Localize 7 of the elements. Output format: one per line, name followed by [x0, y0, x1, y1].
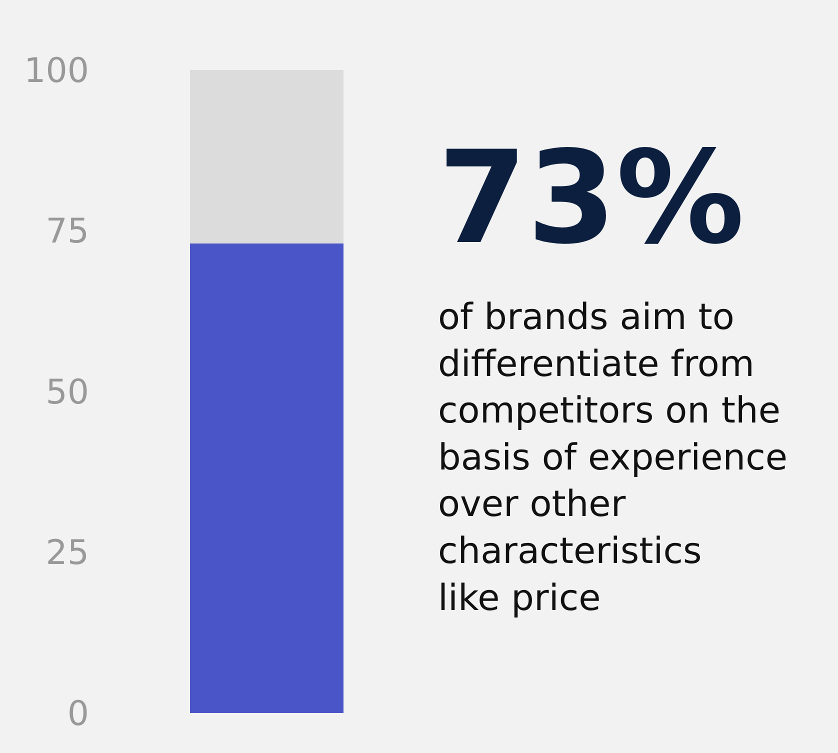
y-tick-label: 100	[24, 50, 89, 91]
y-tick-label: 0	[67, 694, 89, 734]
y-tick-label: 25	[46, 533, 89, 574]
y-tick-label: 50	[46, 372, 89, 412]
text: of brands aim to differentiate from competitors on the basis of experience over other characteristics like price	[438, 297, 788, 619]
text: 73%	[438, 124, 744, 273]
y-tick-label: 75	[46, 212, 89, 252]
